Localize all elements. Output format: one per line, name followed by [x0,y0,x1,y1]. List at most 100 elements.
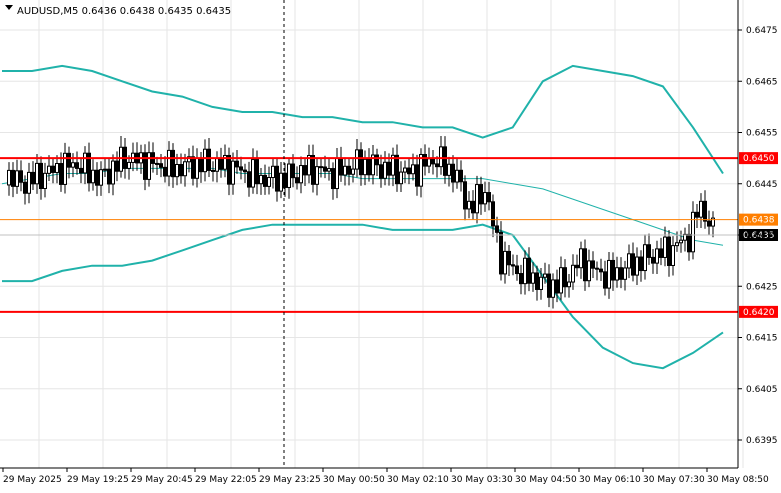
candle-body [171,149,175,178]
dropdown-triangle-icon[interactable] [5,5,13,10]
candle-body [247,171,251,188]
candle-body [443,146,447,176]
level-price-badge [739,305,778,318]
time-axis: 29 May 2025 29 May 19:25 29 May 20:45 29 Ma… [2,468,769,485]
candle-body [307,154,311,176]
candle-body [519,273,523,285]
level-price-label: 0.6438 [743,216,775,226]
candle-body [491,201,495,227]
candle-body [471,200,475,214]
candle-body [707,220,711,227]
candle-body [567,281,571,288]
candle-body [687,233,691,253]
price-tick-label: 0.6415 [746,334,778,344]
candle-body [611,259,615,281]
candle-body [127,161,131,169]
candle-body [555,279,559,294]
candle-body [159,163,163,168]
candle-body [387,161,391,176]
candle-body [531,272,535,284]
candle-body [351,168,355,175]
candle-body [651,256,655,264]
candle-body [27,171,31,194]
candle-body [639,256,643,272]
bid-price-label: 0.6435 [743,231,775,241]
candle-body [55,163,59,173]
candle-body [619,267,623,280]
candle-body [187,156,191,163]
candle-body [711,217,715,227]
candle-body [683,233,687,241]
level-price-label: 0.6450 [743,154,775,164]
candle-body [19,170,23,183]
candle-body [39,162,43,190]
price-tick-label: 0.6475 [746,26,778,36]
candle-body [411,164,415,175]
candle-body [623,267,627,280]
candle-body [643,244,647,272]
candle-body [363,158,367,176]
candle-body [339,157,343,176]
price-tick-label: 0.6445 [746,180,778,190]
price-tick-label: 0.6455 [746,129,778,139]
candle-body [523,257,527,285]
candle-body [395,154,399,185]
candle-body [35,162,39,185]
candle-body [663,236,667,258]
candle-body [163,166,167,177]
candle-body [263,174,267,187]
time-tick-label: 29 May 19:25 [67,475,129,485]
candle-body [375,154,379,166]
candle-body [415,164,419,187]
candle-body [235,160,239,168]
candle-body [455,169,459,183]
candle-body [31,171,35,185]
candle-body [575,264,579,269]
candle-body [243,169,247,173]
candle-body [599,268,603,273]
candle-body [403,167,407,173]
candle-body [251,159,255,188]
candle-body [319,166,323,169]
candle-body [191,156,195,179]
candle-body [239,166,243,171]
candle-body [79,167,83,174]
time-tick-label: 29 May 20:45 [131,475,193,485]
price-axis: 0.6475 0.6465 0.6455 0.6445 0.6435 0.6425 0.64… [738,26,778,446]
time-tick-label: 30 May 04:50 [515,475,577,485]
candle-body [203,148,207,173]
candle-body [591,260,595,269]
candle-body [543,273,547,278]
candle-body [355,149,359,170]
candle-body [603,271,607,289]
candle-body [451,163,455,183]
candle-body [399,171,403,185]
candle-body [459,169,463,183]
candle-body [195,158,199,179]
candle-body [695,211,699,218]
candle-body [343,165,347,176]
candle-body [579,248,583,269]
candle-body [23,181,27,194]
candle-body [379,164,383,179]
candle-body [255,159,259,185]
level-price-badge [739,152,778,165]
candle-body [675,242,679,247]
candle-body [559,267,563,294]
candle-body [179,163,183,177]
candle-body [83,152,87,174]
candle-body [479,184,483,205]
candle-body [175,163,179,178]
candle-body [359,149,363,176]
candle-body [595,267,599,270]
time-tick-label: 30 May 03:30 [451,475,513,485]
candle-body [551,279,555,298]
candle-body [51,165,55,173]
bid-price-badge [739,229,778,241]
candle-body [679,239,683,244]
candle-body [115,160,119,172]
candle-body [15,170,19,187]
candle-body [91,169,95,184]
